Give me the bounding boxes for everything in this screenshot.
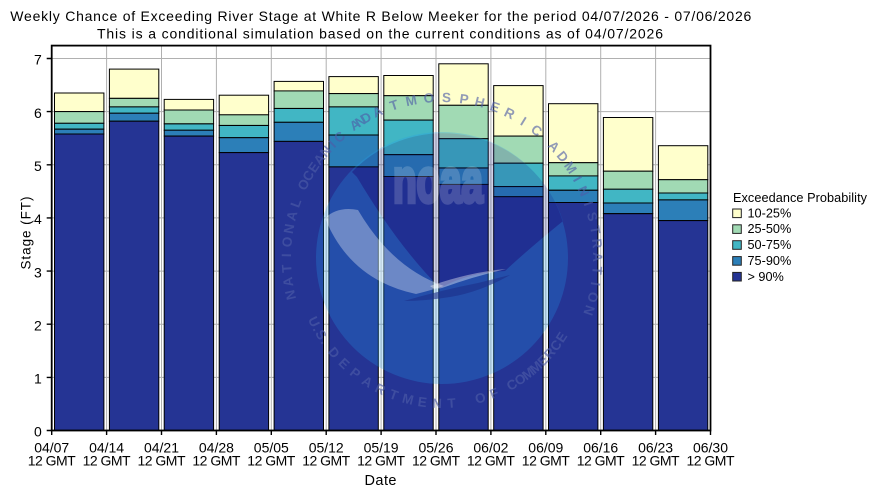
svg-text:75-90%: 75-90% [748,254,792,268]
svg-text:A: A [590,252,605,262]
svg-text:06/09: 06/09 [528,439,563,455]
svg-text:06/23: 06/23 [638,439,673,455]
svg-text:> 90%: > 90% [748,270,784,284]
svg-text:05/26: 05/26 [419,439,454,455]
svg-text:N: N [432,396,442,411]
svg-text:5: 5 [34,158,42,174]
svg-text:0: 0 [34,424,42,440]
svg-text:12 GMT: 12 GMT [577,452,625,468]
svg-text:I: I [588,281,603,287]
svg-text:04/21: 04/21 [144,439,179,455]
svg-text:T: T [589,266,605,276]
svg-text:Stage (FT): Stage (FT) [19,197,34,270]
svg-text:04/28: 04/28 [199,439,234,455]
svg-text:O: O [584,290,601,304]
svg-text:12 GMT: 12 GMT [28,452,76,468]
svg-text:A: A [283,209,300,223]
svg-text:O: O [473,390,487,407]
svg-text:12 GMT: 12 GMT [632,452,680,468]
svg-text:.: . [318,335,332,347]
svg-text:Date: Date [365,473,397,489]
svg-text:10-25%: 10-25% [748,206,792,220]
svg-text:1: 1 [34,371,42,387]
svg-text:A: A [280,276,296,288]
svg-text:25-50%: 25-50% [748,222,792,236]
svg-text:2: 2 [34,317,42,333]
svg-text:6: 6 [34,105,42,121]
svg-text:noaa: noaa [393,146,484,216]
svg-text:Weekly Chance of Exceeding Riv: Weekly Chance of Exceeding River Stage a… [10,8,751,24]
svg-text:05/12: 05/12 [309,439,344,455]
svg-text:S: S [584,210,601,223]
svg-text:12 GMT: 12 GMT [687,452,735,468]
svg-text:I: I [570,174,585,185]
svg-text:.: . [310,323,325,334]
svg-text:12 GMT: 12 GMT [357,452,405,468]
svg-text:M: M [404,92,418,109]
svg-text:R: R [589,238,605,249]
svg-text:T: T [279,263,295,273]
svg-text:E: E [417,394,428,410]
svg-text:I: I [279,253,294,257]
svg-text:N: N [281,223,298,235]
svg-text:H: H [473,94,486,111]
svg-text:12 GMT: 12 GMT [412,452,460,468]
svg-text:Exceedance Probability: Exceedance Probability [733,191,868,205]
svg-text:7: 7 [34,52,42,68]
svg-text:50-75%: 50-75% [748,238,792,252]
svg-text:N: N [282,288,299,301]
svg-text:P: P [459,91,470,107]
svg-text:I: I [518,114,529,129]
svg-text:This is a conditional simulati: This is a conditional simulation based o… [97,25,663,41]
svg-text:06/30: 06/30 [693,439,728,455]
svg-text:M: M [401,391,416,408]
svg-text:T: T [447,395,457,411]
svg-text:12 GMT: 12 GMT [83,452,131,468]
svg-text:12 GMT: 12 GMT [247,452,295,468]
svg-text:O: O [423,90,435,106]
svg-text:12 GMT: 12 GMT [467,452,515,468]
svg-text:12 GMT: 12 GMT [302,452,350,468]
svg-text:I: I [581,199,596,208]
svg-text:12 GMT: 12 GMT [522,452,570,468]
svg-text:T: T [587,225,603,236]
svg-text:4: 4 [34,211,42,227]
svg-text:S: S [442,90,451,105]
svg-text:04/07: 04/07 [34,439,69,455]
svg-text:04/14: 04/14 [89,439,124,455]
svg-text:06/02: 06/02 [473,439,508,455]
svg-text:05/19: 05/19 [364,439,399,455]
svg-text:N: N [580,303,597,317]
svg-text:06/16: 06/16 [583,439,618,455]
svg-text:12 GMT: 12 GMT [138,452,186,468]
svg-text:12 GMT: 12 GMT [192,452,240,468]
svg-text:O: O [279,236,295,248]
svg-text:3: 3 [34,264,42,280]
svg-text:05/05: 05/05 [254,439,289,455]
